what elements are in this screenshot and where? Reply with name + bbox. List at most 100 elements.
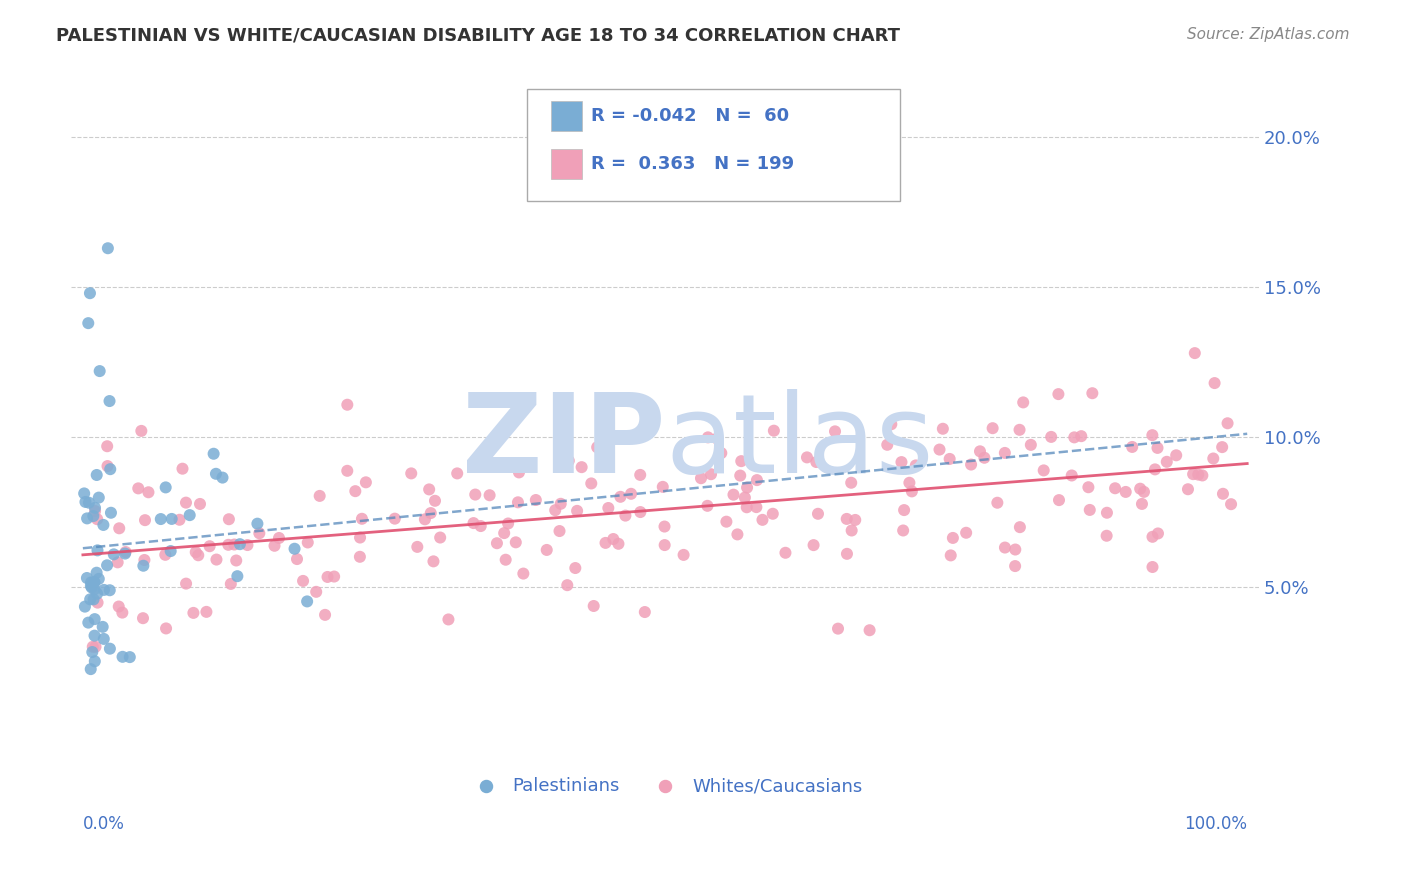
Point: [725, 527, 748, 541]
Point: [841, 524, 863, 538]
Point: [77, 316, 100, 330]
Point: [413, 512, 436, 526]
Point: [1081, 386, 1104, 401]
Point: [80, 581, 103, 595]
Text: atlas: atlas: [665, 389, 934, 496]
Point: [224, 537, 246, 551]
Point: [219, 577, 242, 591]
Point: [108, 521, 131, 535]
Point: [986, 496, 1008, 510]
Point: [172, 461, 194, 475]
Point: [96, 439, 118, 453]
Point: [1147, 526, 1170, 541]
Point: [83, 612, 105, 626]
Point: [205, 467, 228, 481]
Text: 100.0%: 100.0%: [1184, 814, 1247, 832]
Point: [969, 444, 991, 458]
Point: [423, 493, 446, 508]
Point: [80, 579, 103, 593]
Point: [297, 535, 319, 549]
Point: [938, 451, 960, 466]
Point: [132, 558, 155, 573]
Point: [1063, 430, 1085, 444]
Point: [218, 512, 240, 526]
Point: [898, 475, 921, 490]
Point: [1008, 520, 1031, 534]
Point: [835, 512, 858, 526]
Point: [730, 454, 752, 468]
Point: [1211, 440, 1233, 454]
Point: [98, 394, 121, 409]
Point: [429, 531, 451, 545]
Point: [246, 516, 269, 531]
Point: [1129, 482, 1152, 496]
Point: [1212, 487, 1234, 501]
Point: [734, 491, 756, 505]
Point: [84, 500, 107, 515]
Point: [1070, 429, 1092, 443]
Point: [107, 555, 129, 569]
Point: [323, 569, 346, 583]
Point: [97, 241, 120, 255]
Point: [198, 539, 221, 553]
Text: 0.0%: 0.0%: [83, 814, 125, 832]
Point: [132, 611, 155, 625]
Point: [901, 484, 924, 499]
Point: [876, 438, 898, 452]
Point: [187, 548, 209, 562]
Point: [904, 458, 927, 473]
Point: [100, 506, 122, 520]
Point: [745, 500, 768, 515]
Legend: Palestinians, Whites/Caucasians: Palestinians, Whites/Caucasians: [460, 770, 870, 803]
Point: [93, 517, 115, 532]
Point: [672, 548, 695, 562]
Point: [155, 480, 177, 494]
Point: [807, 507, 830, 521]
Text: R = -0.042   N =  60: R = -0.042 N = 60: [591, 107, 789, 125]
Point: [295, 594, 318, 608]
Point: [1077, 480, 1099, 494]
Point: [354, 475, 377, 490]
Point: [550, 497, 572, 511]
Point: [942, 531, 965, 545]
Point: [159, 544, 181, 558]
Point: [83, 592, 105, 607]
Point: [134, 553, 156, 567]
Point: [1216, 417, 1239, 431]
Point: [160, 512, 183, 526]
Text: R =  0.363   N = 199: R = 0.363 N = 199: [591, 155, 793, 173]
Point: [524, 493, 547, 508]
Point: [226, 569, 249, 583]
Point: [880, 417, 903, 432]
Point: [77, 496, 100, 510]
Point: [762, 507, 785, 521]
Point: [344, 484, 367, 499]
Point: [225, 553, 247, 567]
Point: [86, 543, 108, 558]
Point: [571, 460, 593, 475]
Point: [932, 422, 955, 436]
Point: [555, 578, 578, 592]
Point: [716, 515, 738, 529]
Point: [149, 512, 172, 526]
Point: [205, 552, 228, 566]
Point: [131, 424, 153, 438]
Point: [73, 486, 96, 500]
Point: [91, 620, 114, 634]
Point: [1004, 542, 1026, 557]
Point: [349, 531, 371, 545]
Point: [835, 547, 858, 561]
Point: [127, 481, 149, 495]
Point: [406, 540, 429, 554]
Point: [1142, 428, 1164, 442]
Point: [418, 483, 440, 497]
Point: [548, 524, 571, 538]
Point: [96, 558, 118, 573]
Point: [607, 537, 630, 551]
Point: [620, 487, 643, 501]
Point: [155, 548, 177, 562]
Point: [955, 525, 977, 540]
Point: [183, 606, 205, 620]
Point: [1202, 451, 1225, 466]
Point: [706, 432, 728, 446]
